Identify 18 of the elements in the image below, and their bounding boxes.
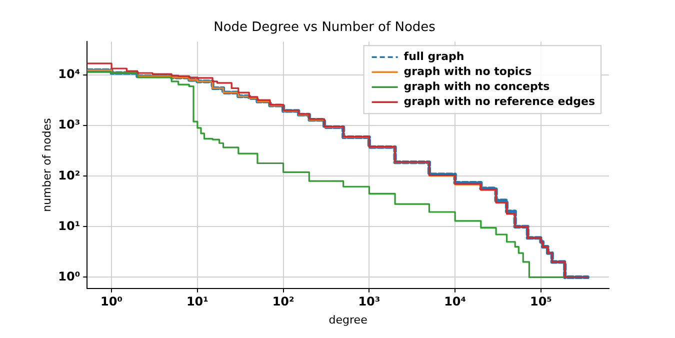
x-tick-label: 10⁴: [444, 294, 466, 309]
legend-label: graph with no topics: [404, 64, 532, 78]
chart-title: Node Degree vs Number of Nodes: [214, 20, 436, 36]
legend-label: full graph: [404, 50, 464, 63]
x-axis-title: degree: [328, 313, 368, 326]
y-tick-label: 10²: [58, 168, 80, 182]
x-tick-label: 10³: [358, 294, 380, 309]
y-tick-label: 10¹: [58, 218, 80, 233]
x-tick-label: 10¹: [186, 294, 208, 309]
y-tick-label: 10⁴: [58, 67, 80, 82]
x-tick-label: 10²: [272, 294, 294, 309]
x-tick-label: 10⁰: [100, 294, 123, 309]
y-tick-label: 10³: [58, 118, 80, 132]
legend-label: graph with no reference edges: [404, 94, 596, 108]
legend-label: graph with no concepts: [404, 80, 550, 93]
y-axis-title: number of nodes: [40, 118, 54, 212]
x-tick-label: 10⁵: [530, 294, 552, 309]
y-tick-label: 10⁰: [58, 269, 80, 284]
